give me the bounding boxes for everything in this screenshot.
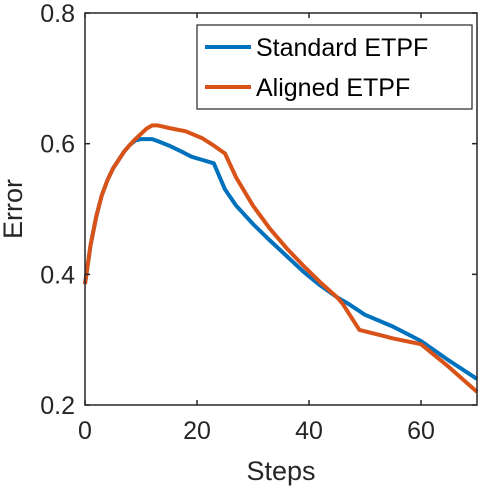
x-tick-label: 40 — [295, 417, 323, 445]
x-tick-label: 60 — [407, 417, 435, 445]
legend: Standard ETPF Aligned ETPF — [196, 24, 473, 110]
ticks-layer: 0 20 40 60 0.2 0.4 0.6 0.8 — [40, 0, 477, 445]
series-layer — [83, 123, 479, 394]
axes-box — [84, 12, 478, 406]
y-tick-label: 0.8 — [40, 0, 75, 28]
legend-label-2: Aligned ETPF — [256, 74, 410, 102]
series-line-2 — [83, 123, 479, 394]
y-tick-label: 0.2 — [40, 392, 75, 420]
x-tick-label: 0 — [78, 417, 92, 445]
x-axis-label: Steps — [246, 456, 315, 486]
legend-label-1: Standard ETPF — [256, 34, 428, 62]
y-axis-label: Error — [0, 179, 28, 239]
x-tick-label: 20 — [183, 417, 211, 445]
y-tick-label: 0.4 — [40, 261, 75, 289]
y-tick-label: 0.6 — [40, 131, 75, 159]
legend-box — [196, 24, 473, 110]
